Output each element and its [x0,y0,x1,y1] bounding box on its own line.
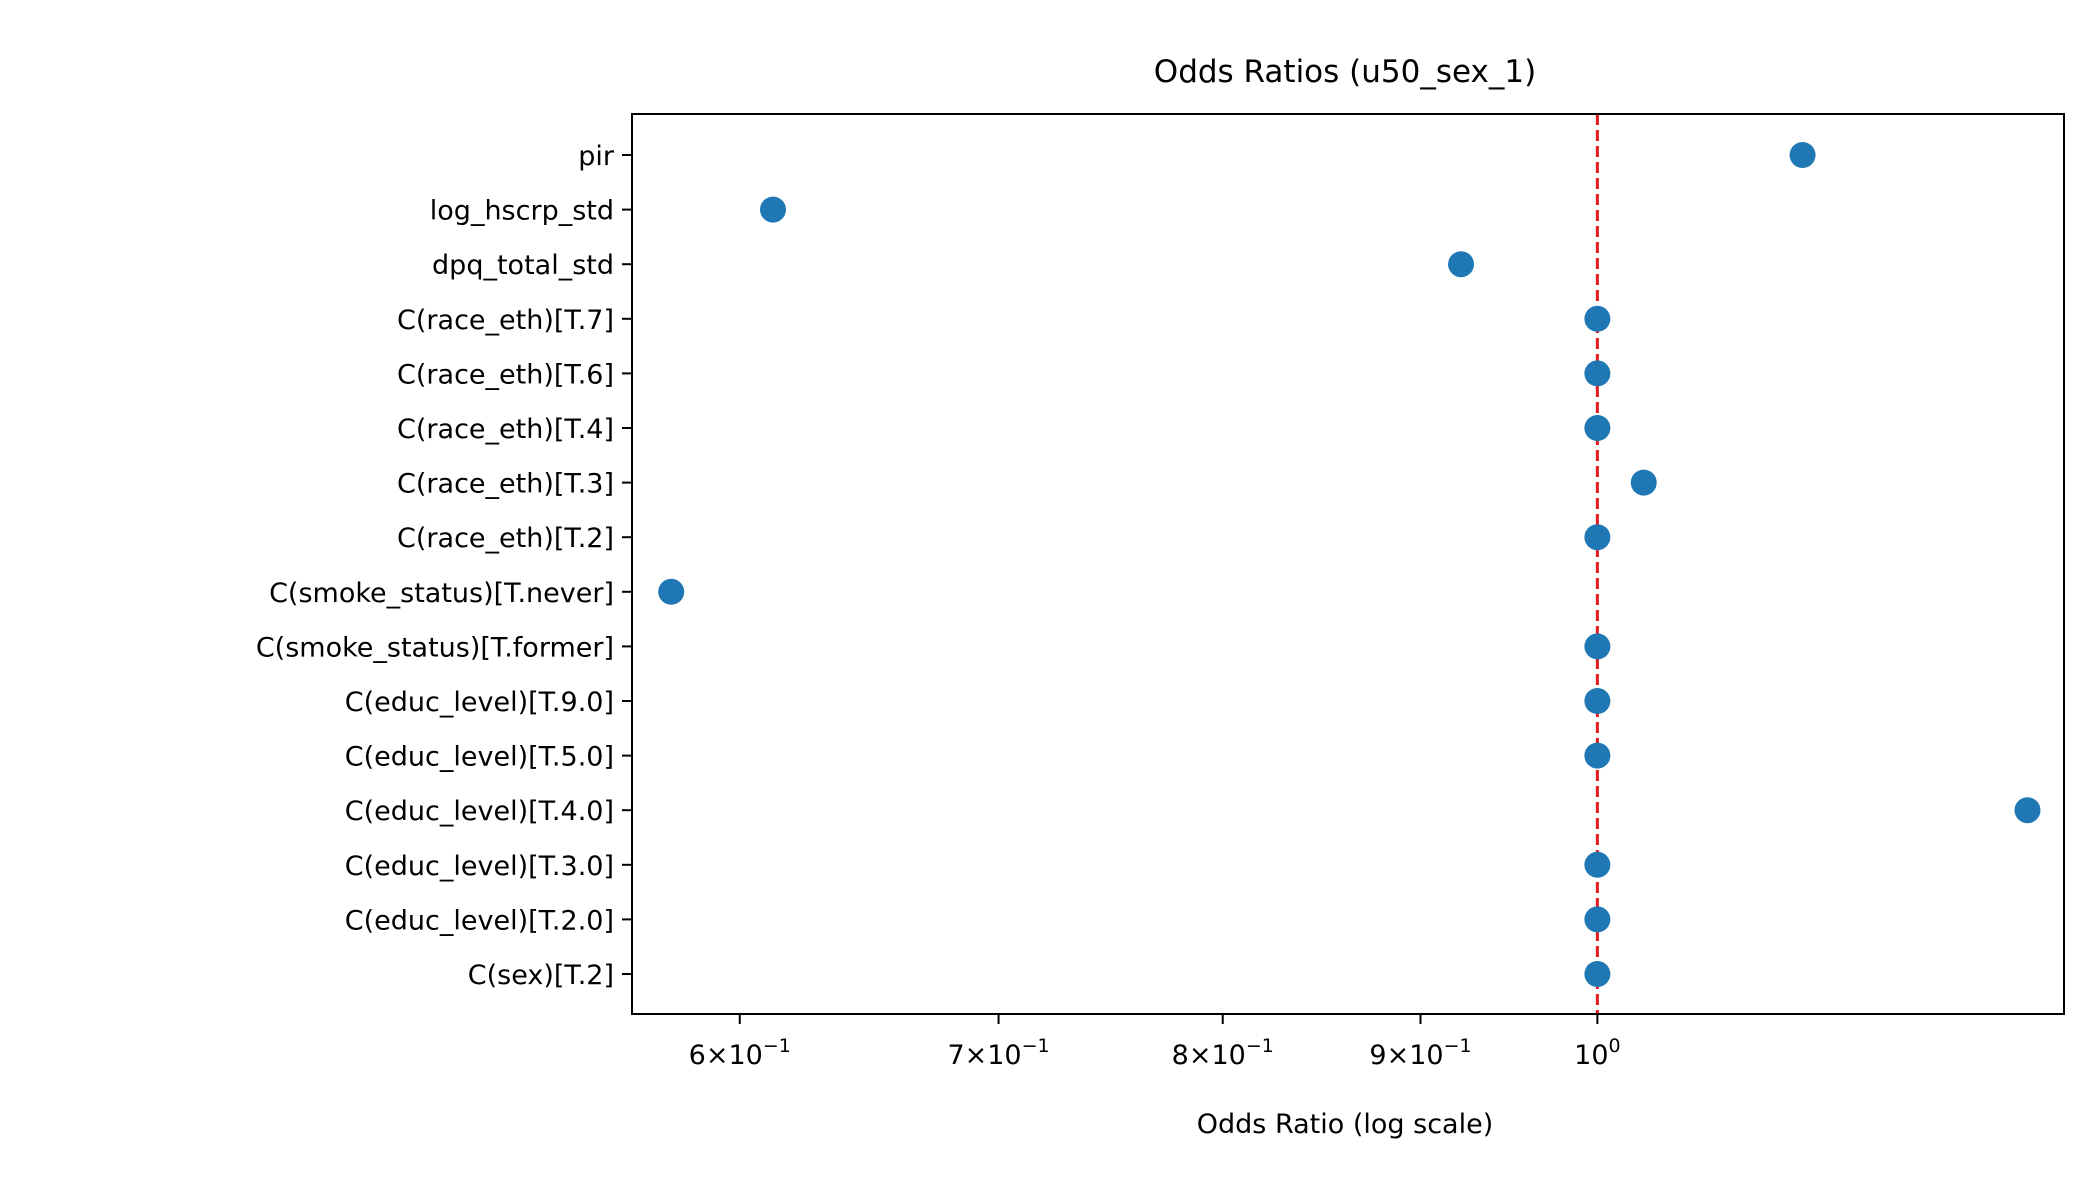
data-point [1584,360,1611,387]
data-point [1584,688,1611,714]
plot-area: pir log_hscrp_std dpq_total_std C(race_eth)… [256,114,2041,1071]
x-axis-label: Odds Ratio (log scale) [1197,1109,1493,1140]
y-tick-label: C(educ_level)[T.5.0] [345,742,614,773]
y-tick-label: C(race_eth)[T.2] [397,523,614,554]
y-tick-label: C(educ_level)[T.3.0] [345,851,614,882]
data-point [1584,906,1611,933]
y-tick-label: C(educ_level)[T.9.0] [345,687,614,718]
data-point [1584,415,1611,441]
y-tick-label: log_hscrp_std [430,196,614,227]
y-tick-label: C(educ_level)[T.2.0] [345,905,614,936]
data-point [1584,961,1611,987]
data-point [1584,305,1611,332]
data-point [1584,524,1611,551]
data-point [760,196,787,223]
y-tick-label: C(smoke_status)[T.never] [269,578,614,609]
x-tick-label: 100 [1574,1035,1620,1071]
y-tick-label: C(sex)[T.2] [468,960,614,991]
data-point [1630,469,1657,496]
chart-title: Odds Ratios (u50_sex_1) [1154,54,1536,90]
y-tick-label: pir [578,141,615,172]
plot-frame [631,113,2065,1015]
y-tick-label: C(race_eth)[T.6] [397,359,614,390]
x-tick-label: 6×10−1 [689,1035,791,1071]
data-point [2014,797,2041,824]
data-point [1448,251,1475,278]
y-tick-label: C(race_eth)[T.7] [397,305,614,336]
y-tick-label: C(educ_level)[T.4.0] [345,796,614,827]
data-point [1584,851,1611,878]
x-tick-label: 8×10−1 [1172,1035,1274,1071]
data-point [1584,742,1611,769]
x-tick-label: 9×10−1 [1369,1035,1471,1071]
data-point [658,578,685,605]
x-tick-label: 7×10−1 [947,1035,1049,1071]
y-tick-label: C(race_eth)[T.4] [397,414,614,445]
y-tick-label: dpq_total_std [432,250,614,281]
y-tick-label: C(smoke_status)[T.former] [256,632,614,663]
data-point [1789,142,1816,168]
data-point [1584,633,1611,660]
y-tick-label: C(race_eth)[T.3] [397,469,614,500]
